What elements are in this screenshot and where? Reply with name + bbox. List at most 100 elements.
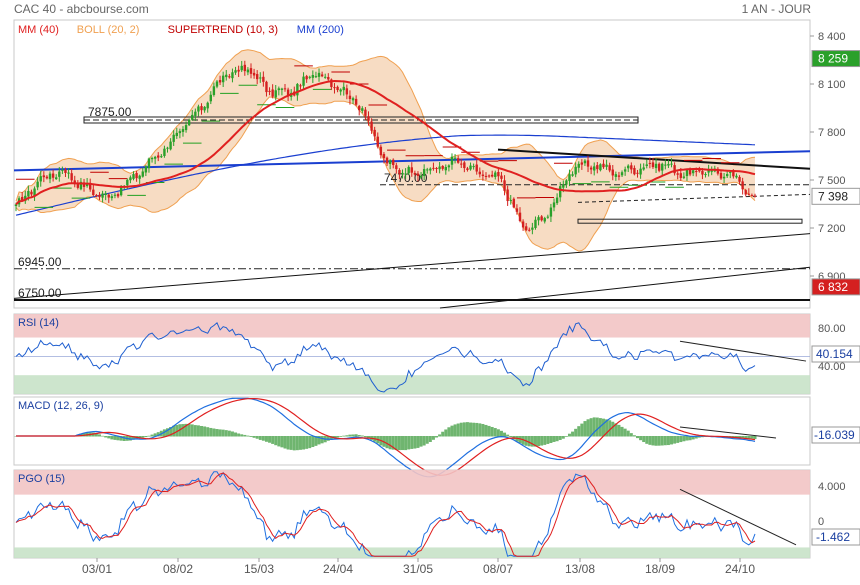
rsi-line: [15, 321, 756, 393]
candle-body: [259, 77, 262, 79]
candle-body: [416, 173, 420, 176]
candle-body: [92, 189, 95, 195]
support-dashed-line: [577, 193, 811, 203]
macd-hist-bar: [465, 422, 469, 437]
candle-body: [524, 226, 528, 231]
macd-hist-bar: [540, 436, 544, 446]
candle-body: [14, 204, 18, 206]
candle-body: [413, 172, 417, 175]
candle-body: [181, 129, 185, 132]
candle-body: [583, 160, 587, 164]
macd-hist-bar: [530, 436, 534, 447]
macd-hist-bar: [571, 431, 575, 437]
macd-hist-bar: [286, 436, 290, 450]
candle-body: [24, 195, 27, 202]
candle-body: [571, 174, 574, 176]
macd-hist-bar: [295, 436, 299, 451]
resistance-trendline: [497, 148, 811, 170]
candle-body: [466, 168, 469, 170]
main-panel-frame: [13, 19, 811, 309]
level-label-6750: 6750.00: [18, 286, 62, 300]
macd-hist-bar: [104, 436, 108, 438]
candle-body: [422, 169, 426, 176]
candle-body: [552, 202, 556, 208]
candle-body: [407, 166, 410, 174]
macd-hist-bar: [496, 429, 500, 437]
candle-body: [67, 172, 70, 174]
candle-body: [129, 177, 132, 181]
macd-hist-bar: [271, 436, 275, 444]
macd-hist-bar: [360, 435, 364, 437]
macd-hist-bar: [601, 418, 605, 437]
macd-hist-bar: [744, 436, 748, 439]
candle-body: [617, 175, 621, 177]
macd-hist-bar: [113, 436, 117, 440]
macd-hist-bar: [444, 429, 448, 437]
candle-body: [64, 169, 67, 173]
y-tick-label: 7 800: [818, 127, 846, 139]
candle-body: [169, 141, 172, 150]
macd-hist-bar: [169, 427, 173, 437]
candle-body: [20, 196, 24, 201]
macd-hist-bar: [623, 428, 627, 437]
candle-body: [670, 163, 673, 165]
candle-body: [311, 75, 315, 78]
candle-body: [104, 193, 107, 195]
pgo-high-zone: [14, 470, 810, 495]
macd-hist-bar: [153, 433, 157, 437]
candle-body: [388, 160, 392, 165]
candle-body: [160, 156, 163, 158]
pgo-title: PGO (15): [18, 473, 65, 485]
macd-hist-bar: [351, 434, 355, 437]
supertrend: [16, 65, 740, 208]
candle-body: [255, 74, 259, 80]
candle-body: [664, 164, 667, 166]
macd-hist-bar: [385, 436, 389, 449]
macd-hist-bar: [413, 436, 417, 449]
macd-hist-bar: [666, 436, 670, 446]
macd-hist-bar: [277, 436, 281, 447]
candle-body: [354, 98, 358, 105]
candle-body: [320, 74, 324, 77]
macd-hist-bar: [101, 435, 105, 437]
candle-body: [735, 175, 738, 178]
macd-hist-bar: [753, 436, 757, 440]
candle-body: [240, 65, 243, 71]
candle-body: [178, 131, 182, 134]
macd-hist-bar: [187, 424, 191, 437]
macd-hist-bar: [518, 436, 522, 444]
macd-hist-bar: [431, 436, 435, 440]
macd-hist-bar: [660, 436, 664, 446]
macd-hist-bar: [227, 430, 231, 437]
candle-body: [506, 189, 509, 202]
candle-body: [395, 165, 398, 170]
macd-hist-bar: [521, 436, 525, 445]
candle-body: [744, 190, 747, 195]
candle-body: [194, 111, 197, 116]
candle-body: [679, 173, 682, 178]
candle-body: [429, 168, 432, 171]
macd-hist-bar: [438, 434, 442, 437]
macd-hist-bar: [196, 425, 200, 437]
candle-body: [95, 195, 98, 197]
macd-hist-bar: [608, 420, 612, 437]
candle-body: [710, 170, 713, 172]
candle-body: [657, 163, 661, 171]
candle-body: [673, 165, 676, 174]
macd-hist-bar: [441, 431, 445, 437]
candle-body: [497, 172, 500, 177]
candle-body: [342, 86, 345, 91]
macd-hist-bar: [555, 436, 559, 442]
macd-hist-bar: [481, 423, 485, 437]
candle-body: [27, 190, 30, 197]
candle-body: [472, 166, 475, 168]
x-tick-label: 08/07: [483, 562, 513, 576]
pgo-divergence-line: [679, 488, 797, 546]
macd-hist-bar: [394, 436, 398, 451]
candle-body: [33, 188, 36, 196]
candle-body: [642, 167, 645, 170]
macd-hist-bar: [128, 436, 132, 441]
macd-hist-bar: [162, 429, 166, 437]
candle-body: [490, 174, 494, 177]
